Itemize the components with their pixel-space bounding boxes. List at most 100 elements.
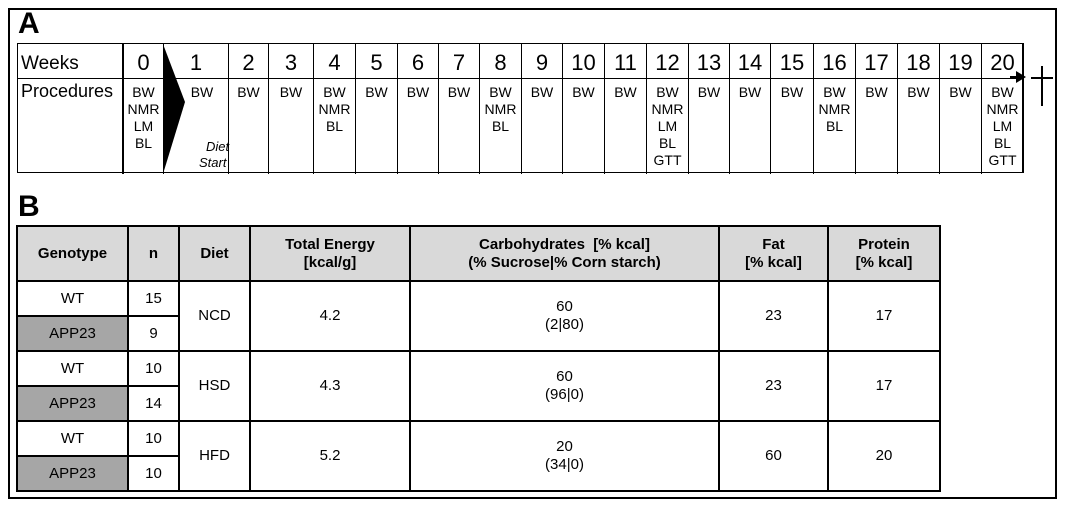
table-row: APP23 9 <box>16 315 940 352</box>
procedure-item: GTT <box>988 152 1017 168</box>
week-3-header: 3 <box>268 44 313 78</box>
n-cell: 10 <box>127 420 180 457</box>
week-4-procedures: BW NMR BL <box>313 78 355 174</box>
carb-cell: 20 (34|0) <box>409 420 720 492</box>
week-16-header: 16 <box>813 44 855 78</box>
fat-cell: 23 <box>718 350 829 422</box>
week-0-procedures: BW NMR LM BL <box>122 78 163 174</box>
timeline-row-divider <box>18 78 1022 79</box>
header-total-energy: Total Energy [kcal/g] <box>249 225 411 282</box>
genotype-cell: APP23 <box>16 385 129 422</box>
genotype-cell: WT <box>16 420 129 457</box>
panel-a-letter: A <box>18 7 40 40</box>
procedure-item: LM <box>992 118 1013 134</box>
diet-composition-table: Genotype n Diet Total Energy [kcal/g] Ca… <box>16 225 941 492</box>
table-row: WT 15 NCD 4.2 60 (2|80) 23 17 <box>16 280 941 352</box>
procedure-item: BW <box>132 84 155 100</box>
header-protein: Protein [% kcal] <box>827 225 941 282</box>
week-12-procedures: BW NMR LM BL GTT <box>646 78 688 174</box>
header-carb-line2: (% Sucrose|% Corn starch) <box>468 253 661 271</box>
procedure-item: BW <box>697 84 721 100</box>
procedure-item: BW <box>991 84 1014 100</box>
genotype-cell: WT <box>16 280 129 317</box>
n-cell: 9 <box>127 315 180 352</box>
carb-value: 60 <box>556 368 573 385</box>
genotype-cell: WT <box>16 350 129 387</box>
header-protein-line1: Protein <box>858 235 910 253</box>
week-2-header: 2 <box>228 44 268 78</box>
procedure-item: BW <box>406 84 430 100</box>
diet-start-line1: Diet <box>206 139 230 154</box>
week-2-procedures: BW <box>228 78 268 174</box>
week-10-header: 10 <box>562 44 604 78</box>
week-14-procedures: BW <box>729 78 770 174</box>
carb-split: (2|80) <box>545 316 584 333</box>
table-header-row: Genotype n Diet Total Energy [kcal/g] Ca… <box>16 225 941 282</box>
week-8-procedures: BW NMR BL <box>479 78 521 174</box>
procedure-item: LM <box>133 118 154 134</box>
timeline-arrow <box>1010 71 1026 83</box>
carb-value: 60 <box>556 298 573 315</box>
header-n: n <box>127 225 180 282</box>
week-19-header: 19 <box>939 44 981 78</box>
table-row: WT 10 HFD 5.2 20 (34|0) 60 20 <box>16 420 941 492</box>
procedure-item: BL <box>825 118 844 134</box>
procedure-item: BL <box>993 135 1012 151</box>
weeks-label: Weeks <box>21 53 79 74</box>
week-14-header: 14 <box>729 44 770 78</box>
header-diet: Diet <box>178 225 251 282</box>
header-carb-line1: Carbohydrates [% kcal] <box>479 235 650 253</box>
week-11-procedures: BW <box>604 78 646 174</box>
week-18-header: 18 <box>897 44 939 78</box>
week-15-header: 15 <box>770 44 813 78</box>
procedure-item: BW <box>656 84 679 100</box>
timeline-table: Weeks Procedures 0 BW NMR LM BL 1 BW 2 BW 3 BW 4 BW N… <box>17 43 1024 174</box>
fat-cell: 23 <box>718 280 829 352</box>
header-fat-line2: [% kcal] <box>745 253 802 271</box>
week-6-header: 6 <box>397 44 438 78</box>
procedure-item: BW <box>780 84 804 100</box>
procedure-item: BW <box>823 84 846 100</box>
table-row: APP23 14 <box>16 385 940 422</box>
fat-cell: 60 <box>718 420 829 492</box>
header-genotype: Genotype <box>16 225 129 282</box>
procedure-item: NMR <box>986 101 1019 117</box>
procedure-item: NMR <box>318 101 351 117</box>
procedure-item: BW <box>279 84 303 100</box>
week-20-procedures: BW NMR LM BL GTT <box>981 78 1023 174</box>
procedure-item: NMR <box>651 101 684 117</box>
procedure-item: NMR <box>127 101 160 117</box>
procedure-item: BW <box>190 84 214 100</box>
energy-cell: 4.2 <box>249 280 411 352</box>
week-16-procedures: BW NMR BL <box>813 78 855 174</box>
week-6-procedures: BW <box>397 78 438 174</box>
procedures-label: Procedures <box>21 81 114 101</box>
n-cell: 10 <box>127 350 180 387</box>
week-3-procedures: BW <box>268 78 313 174</box>
header-fat-line1: Fat <box>762 235 785 253</box>
week-19-procedures: BW <box>939 78 981 174</box>
diet-cell: HSD <box>178 350 251 422</box>
procedure-item: LM <box>657 118 678 134</box>
genotype-cell: APP23 <box>16 315 129 352</box>
table-row: WT 10 HSD 4.3 60 (96|0) 23 17 <box>16 350 941 422</box>
week-5-procedures: BW <box>355 78 397 174</box>
week-7-procedures: BW <box>438 78 479 174</box>
energy-cell: 4.3 <box>249 350 411 422</box>
procedure-item: GTT <box>653 152 682 168</box>
procedure-item: BW <box>237 84 260 100</box>
carb-split: (96|0) <box>545 386 584 403</box>
header-energy-line2: [kcal/g] <box>303 253 357 271</box>
figure-frame <box>8 8 1057 499</box>
genotype-cell: APP23 <box>16 455 129 492</box>
header-fat: Fat [% kcal] <box>718 225 829 282</box>
week-8-header: 8 <box>479 44 521 78</box>
week-13-procedures: BW <box>688 78 729 174</box>
week-4-header: 4 <box>313 44 355 78</box>
protein-cell: 17 <box>827 350 941 422</box>
diet-cell: HFD <box>178 420 251 492</box>
table-row: APP23 10 <box>16 455 940 492</box>
week-7-header: 7 <box>438 44 479 78</box>
procedure-item: BW <box>365 84 388 100</box>
procedure-item: NMR <box>818 101 851 117</box>
